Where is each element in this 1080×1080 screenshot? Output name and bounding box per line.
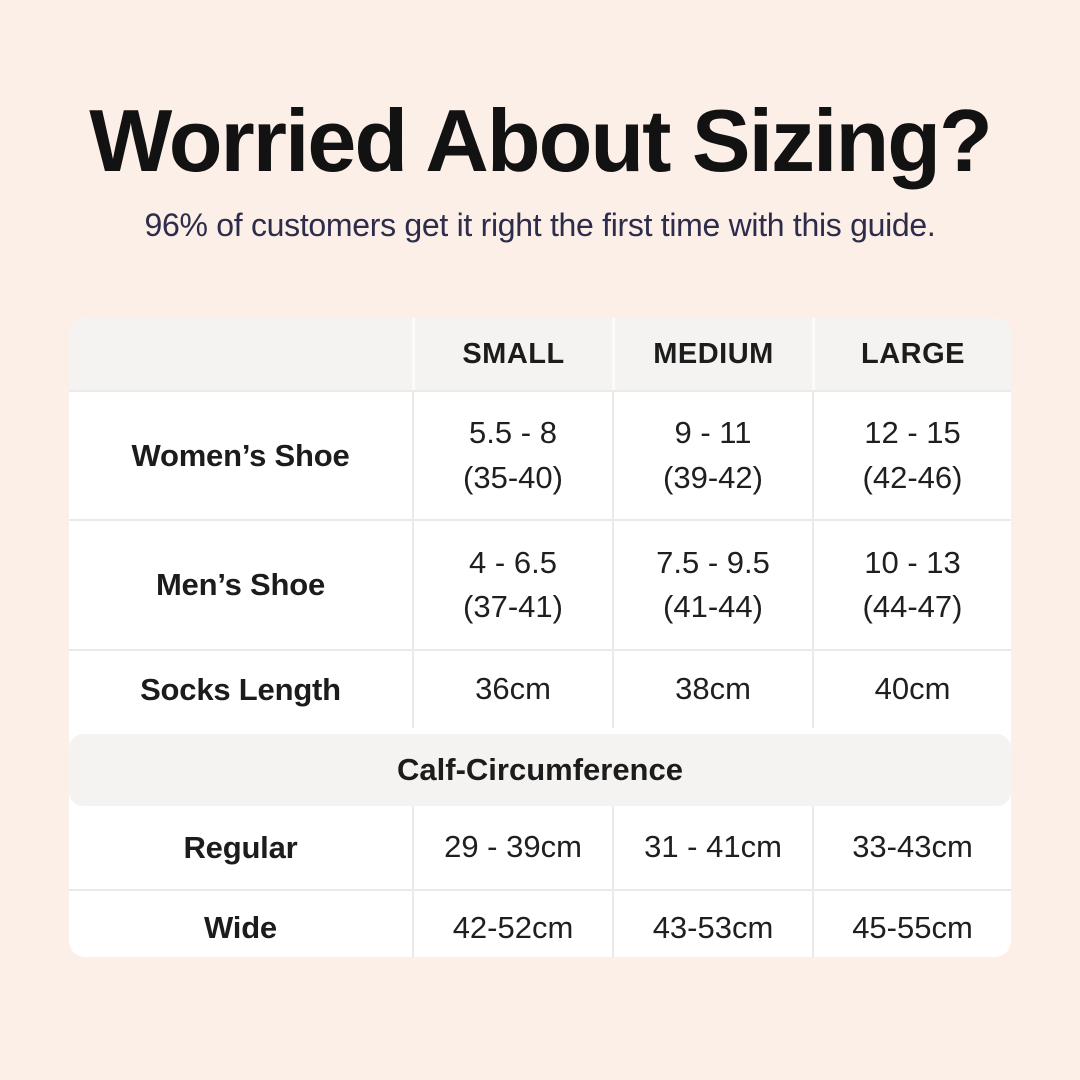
cell-line-1: 36cm [475, 671, 551, 707]
cell-line-2: (39-42) [663, 459, 763, 495]
cell-line-1: 31 - 41cm [644, 829, 782, 865]
cell-line-1: 7.5 - 9.5 [656, 544, 770, 580]
column-header-medium: MEDIUM [612, 318, 812, 390]
size-table: SMALL MEDIUM LARGE Women’s Shoe 5.5 - 8 … [69, 318, 1011, 957]
row-label: Women’s Shoe [131, 437, 350, 473]
table-cell: 5.5 - 8 (35-40) [412, 392, 612, 519]
table-cell: 29 - 39cm [412, 806, 612, 889]
cell-line-1: 10 - 13 [864, 544, 961, 580]
table-cell: 31 - 41cm [612, 806, 812, 889]
table-row-socks-length: Socks Length 36cm 38cm 40cm [69, 649, 1011, 728]
page-subtitle: 96% of customers get it right the first … [144, 207, 936, 243]
table-cell: 10 - 13 (44-47) [812, 521, 1011, 649]
cell-line-1: 43-53cm [652, 909, 774, 945]
table-row-wide: Wide 42-52cm 43-53cm 45-55cm [69, 889, 1011, 957]
section-header-calf-circumference: Calf-Circumference [69, 734, 1011, 806]
table-cell: 42-52cm [412, 891, 612, 957]
cell-line-1: 38cm [675, 671, 751, 707]
row-label: Wide [204, 910, 277, 945]
cell-line-2: (42-46) [862, 459, 963, 495]
cell-line-2: (35-40) [463, 459, 563, 495]
column-header-large: LARGE [812, 318, 1011, 390]
table-header-row: SMALL MEDIUM LARGE [69, 318, 1011, 390]
table-cell: 38cm [612, 651, 812, 728]
table-row-regular: Regular 29 - 39cm 31 - 41cm 33-43cm [69, 806, 1011, 889]
cell-line-1: 42-52cm [452, 909, 574, 945]
cell-line-1: 9 - 11 [674, 415, 752, 451]
table-row-womens-shoe: Women’s Shoe 5.5 - 8 (35-40) 9 - 11 (39-… [69, 390, 1011, 519]
table-cell: 40cm [812, 651, 1011, 728]
row-label: Socks Length [140, 671, 341, 707]
table-cell: 36cm [412, 651, 612, 728]
table-cell: 33-43cm [812, 806, 1011, 889]
cell-line-1: 29 - 39cm [444, 829, 582, 865]
cell-line-1: 45-55cm [852, 909, 973, 945]
row-label: Regular [183, 829, 298, 865]
cell-line-1: 40cm [874, 671, 951, 707]
column-header-small: SMALL [412, 318, 612, 390]
table-cell: 9 - 11 (39-42) [612, 392, 812, 519]
table-cell: 43-53cm [612, 891, 812, 957]
cell-line-2: (41-44) [663, 589, 763, 624]
cell-line-1: 5.5 - 8 [469, 415, 557, 451]
cell-line-1: 12 - 15 [864, 415, 961, 451]
table-cell: 45-55cm [812, 891, 1011, 957]
table-header-empty [69, 318, 412, 390]
table-cell: 12 - 15 (42-46) [812, 392, 1011, 519]
page-title: Worried About Sizing? [89, 91, 992, 190]
table-cell: 7.5 - 9.5 (41-44) [612, 521, 812, 649]
cell-line-1: 33-43cm [852, 829, 973, 865]
table-row-mens-shoe: Men’s Shoe 4 - 6.5 (37-41) 7.5 - 9.5 (41… [69, 519, 1011, 649]
cell-line-1: 4 - 6.5 [469, 544, 557, 580]
row-label: Men’s Shoe [155, 567, 326, 602]
table-cell: 4 - 6.5 (37-41) [412, 521, 612, 649]
cell-line-2: (37-41) [463, 589, 563, 624]
cell-line-2: (44-47) [862, 589, 963, 624]
